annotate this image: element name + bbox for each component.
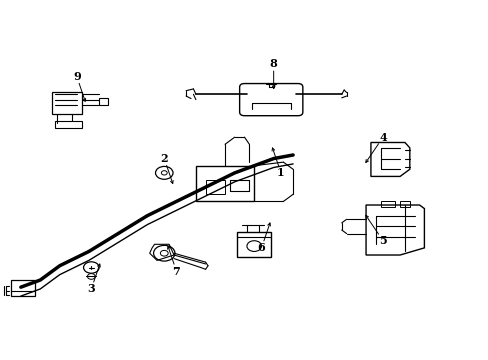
Text: 4: 4	[378, 132, 386, 143]
Text: 9: 9	[73, 71, 81, 82]
Bar	[399, 202, 409, 207]
Circle shape	[153, 246, 175, 261]
Text: 6: 6	[257, 242, 265, 253]
Text: 1: 1	[277, 167, 284, 178]
Circle shape	[161, 171, 167, 175]
Bar	[11, 280, 35, 296]
Bar	[380, 202, 394, 207]
Circle shape	[83, 262, 99, 273]
Circle shape	[246, 241, 261, 251]
Bar	[196, 166, 254, 202]
Bar	[205, 180, 224, 194]
Circle shape	[87, 274, 95, 279]
Text: 5: 5	[378, 235, 386, 246]
Circle shape	[160, 250, 168, 256]
Text: 7: 7	[172, 266, 180, 276]
FancyBboxPatch shape	[239, 84, 302, 116]
Bar	[52, 93, 81, 114]
Bar	[99, 98, 108, 105]
Circle shape	[155, 166, 173, 179]
Text: 3: 3	[87, 283, 95, 294]
Text: 2: 2	[160, 153, 168, 164]
Bar	[237, 232, 271, 257]
Text: 8: 8	[269, 58, 277, 69]
Bar	[55, 121, 81, 128]
